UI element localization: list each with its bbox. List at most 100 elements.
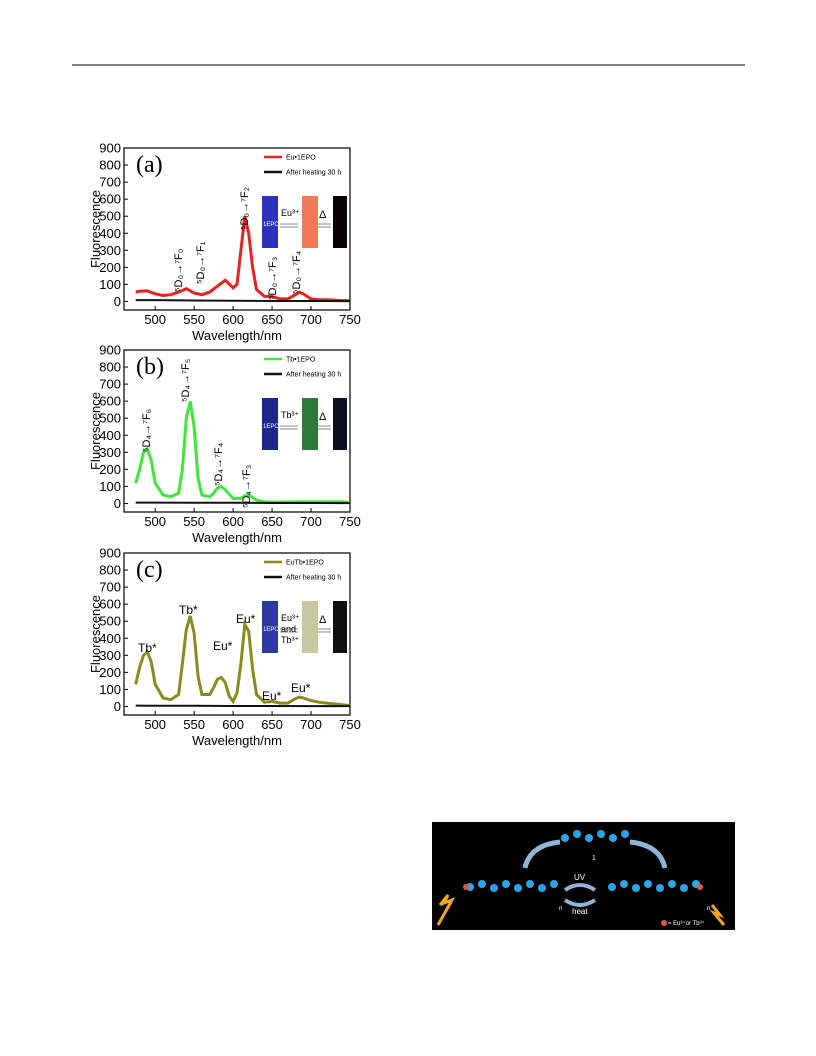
y-tick-label: 700	[99, 175, 121, 190]
y-tick-label: 800	[99, 563, 121, 578]
scheme-label: = Eu³⁺or Tb³⁺	[668, 920, 705, 927]
y-tick-label: 200	[99, 260, 121, 275]
scheme-label: heat	[572, 907, 588, 916]
x-tick-label: 650	[261, 514, 283, 529]
x-axis-label: Wavelength/nm	[192, 733, 282, 748]
x-axis-label: Wavelength/nm	[192, 328, 282, 343]
legend-label: After heating 30 h	[286, 372, 341, 379]
legend-label: After heating 30 h	[286, 170, 341, 177]
y-tick-label: 700	[99, 377, 121, 392]
x-tick-label: 550	[183, 717, 205, 732]
y-tick-label: 200	[99, 462, 121, 477]
annotation: ⁵D₄→⁷F₅	[180, 359, 192, 402]
chart: 0 100 200 300 400 500 600 700 800 900 500 550 600 650…	[88, 141, 361, 344]
y-axis-label: Fluorescence	[88, 595, 103, 673]
y-tick-label: 900	[99, 343, 121, 358]
y-tick-label: 600	[99, 597, 121, 612]
panel-label: (b)	[136, 354, 164, 380]
x-tick-label: 550	[183, 312, 205, 327]
inset-photo	[302, 601, 318, 653]
inset-label: and	[281, 624, 296, 634]
legend-label: EuTb•1EPO	[286, 560, 324, 567]
annotation: ⁵D₄→⁷F₆	[141, 409, 153, 452]
annotation: Tb*	[138, 641, 157, 655]
x-tick-label: 500	[144, 312, 166, 327]
y-tick-label: 400	[99, 631, 121, 646]
x-tick-label: 750	[339, 514, 361, 529]
inset-photo	[262, 398, 278, 450]
series-line	[134, 400, 351, 505]
x-tick-label: 500	[144, 717, 166, 732]
inset-arrows	[280, 223, 331, 228]
y-tick-label: 900	[99, 141, 121, 156]
inset-label: Eu³⁺	[281, 208, 300, 218]
inset-label: Tb³⁺	[281, 410, 300, 420]
annotation: ⁵D₀→⁷F₃	[267, 257, 279, 300]
x-tick-label: 600	[222, 717, 244, 732]
series-line	[135, 299, 351, 303]
y-tick-label: 800	[99, 158, 121, 173]
inset-photo	[333, 196, 347, 248]
annotation: Eu*	[291, 681, 311, 695]
inset-label: Δ	[319, 614, 327, 626]
inset-arrows	[280, 425, 331, 430]
legend-label: After heating 30 h	[286, 575, 341, 582]
inset-photo	[262, 196, 278, 248]
plot-frame	[123, 552, 351, 716]
annotation: ⁵D₀→⁷F₀	[173, 249, 185, 292]
inset-photo	[302, 196, 318, 248]
y-axis-label: Fluorescence	[88, 190, 103, 268]
y-tick-label: 100	[99, 479, 121, 494]
annotation: Eu*	[236, 612, 256, 626]
x-tick-label: 600	[222, 514, 244, 529]
y-tick-label: 300	[99, 648, 121, 663]
x-tick-label: 650	[261, 312, 283, 327]
annotation: ⁵D₄→⁷F₃	[241, 465, 253, 508]
y-tick-label: 100	[99, 277, 121, 292]
x-tick-label: 600	[222, 312, 244, 327]
y-tick-label: 0	[114, 699, 121, 714]
y-tick-label: 900	[99, 546, 121, 561]
series-line	[134, 615, 351, 708]
y-tick-label: 800	[99, 360, 121, 375]
series-line	[135, 501, 351, 505]
x-tick-label: 700	[300, 312, 322, 327]
inset-label: Eu³⁺	[281, 613, 300, 623]
scheme-label: n	[559, 906, 562, 912]
series-line	[135, 704, 350, 708]
series-line	[135, 215, 350, 303]
panel-label: (c)	[136, 557, 163, 583]
inset-photo	[302, 398, 318, 450]
y-tick-label: 300	[99, 445, 121, 460]
annotation: ⁵D₀→⁷F₂	[239, 187, 251, 230]
y-tick-label: 300	[99, 243, 121, 258]
annotation: Tb*	[179, 603, 198, 617]
scheme-label: UV	[574, 873, 586, 882]
scheme-background	[432, 822, 735, 930]
inset-photo	[262, 601, 278, 653]
plot-frame	[123, 349, 351, 513]
chart: 0 100 200 300 400 500 600 700 800 900 500 550 600 650…	[88, 546, 361, 749]
y-tick-label: 400	[99, 428, 121, 443]
plot-frame	[123, 147, 351, 311]
legend-label: Eu•1EPO	[286, 155, 316, 162]
x-tick-label: 650	[261, 717, 283, 732]
inset-label: 1EPO	[263, 222, 279, 228]
scheme-label: 1	[592, 855, 596, 862]
y-tick-label: 0	[114, 294, 121, 309]
x-tick-label: 700	[300, 514, 322, 529]
y-tick-label: 700	[99, 580, 121, 595]
y-tick-label: 100	[99, 682, 121, 697]
inset-label: Tb³⁺	[281, 635, 300, 645]
inset-photo	[333, 601, 347, 653]
panel-label: (a)	[136, 152, 163, 178]
x-tick-label: 550	[183, 514, 205, 529]
y-tick-label: 600	[99, 192, 121, 207]
y-tick-label: 500	[99, 209, 121, 224]
y-tick-label: 200	[99, 665, 121, 680]
annotation: ⁵D₀→⁷F₄	[291, 250, 303, 294]
y-axis-label: Fluorescence	[88, 392, 103, 470]
x-axis-label: Wavelength/nm	[192, 530, 282, 545]
